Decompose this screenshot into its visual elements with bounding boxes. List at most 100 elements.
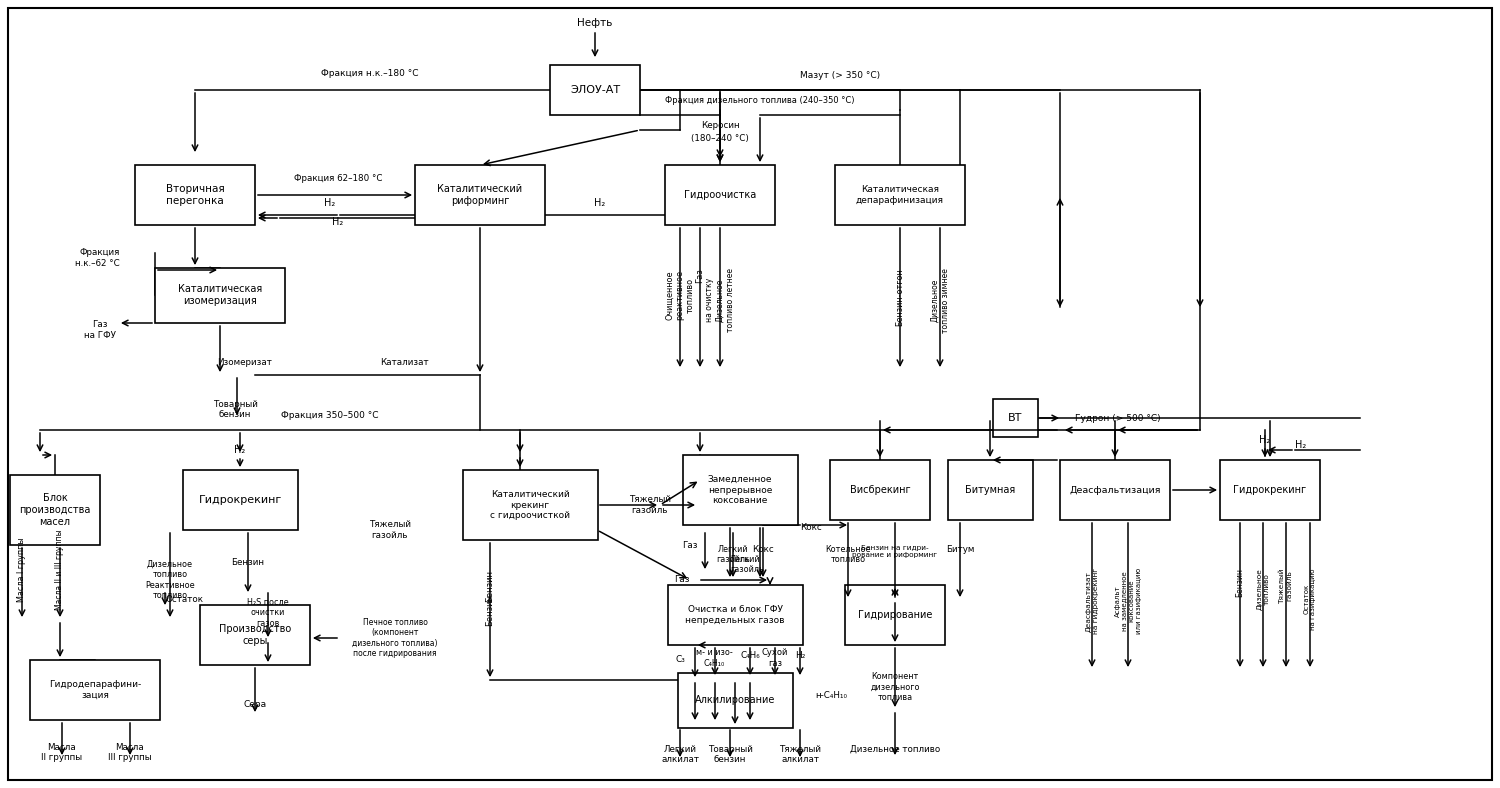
Text: Дизельное
топливо: Дизельное топливо [1257, 568, 1269, 610]
Text: Масла II и III группы: Масла II и III группы [56, 530, 64, 611]
Text: C₄H₆: C₄H₆ [740, 651, 760, 660]
Text: Масла
II группы: Масла II группы [42, 743, 82, 763]
Text: Каталитический
риформинг: Каталитический риформинг [438, 184, 522, 206]
Text: Печное топливо
(компонент
дизельного топлива)
после гидрирования: Печное топливо (компонент дизельного топ… [352, 618, 438, 658]
Text: Фракция 62–180 °С: Фракция 62–180 °С [294, 174, 382, 183]
Text: H₂: H₂ [234, 445, 246, 455]
Text: Блок
производства
масел: Блок производства масел [20, 493, 90, 526]
Text: ВТ: ВТ [1008, 413, 1022, 423]
Text: Каталитическая
депарафинизация: Каталитическая депарафинизация [856, 185, 944, 205]
Bar [844, 585, 945, 645]
Text: Тяжелый
газойль: Тяжелый газойль [1280, 568, 1293, 604]
Text: Дизельное топливо: Дизельное топливо [850, 745, 940, 754]
Text: Газ: Газ [675, 575, 690, 585]
Text: Бензин: Бензин [486, 594, 495, 626]
Text: Алкилирование: Алкилирование [694, 695, 776, 705]
Text: н-C₄H₁₀: н-C₄H₁₀ [815, 690, 848, 700]
Text: Сухой
газ: Сухой газ [762, 649, 788, 667]
Bar [668, 585, 802, 645]
Text: H₂: H₂ [333, 217, 344, 227]
Text: Остаток: Остаток [165, 596, 202, 604]
Bar [135, 165, 255, 225]
Bar [200, 605, 310, 665]
Text: H₂: H₂ [1294, 440, 1306, 450]
Text: Производство
серы: Производство серы [219, 624, 291, 646]
Text: Фракция 350–500 °С: Фракция 350–500 °С [282, 411, 378, 420]
Text: Легкий
газойль: Легкий газойль [716, 545, 750, 564]
Text: Дизельное
топливо зимнее: Дизельное топливо зимнее [930, 268, 950, 333]
Bar [993, 399, 1038, 437]
Text: (180–240 °С): (180–240 °С) [692, 133, 748, 143]
Text: Гидроочистка: Гидроочистка [684, 190, 756, 200]
Text: H₂: H₂ [795, 651, 806, 660]
Text: Вторичная
перегонка: Вторичная перегонка [165, 184, 225, 206]
Text: Газ: Газ [682, 541, 698, 549]
Text: ЭЛОУ-АТ: ЭЛОУ-АТ [570, 85, 620, 95]
Bar [154, 267, 285, 322]
Bar [678, 672, 792, 727]
Text: H₂: H₂ [594, 198, 606, 208]
Text: Фракция н.к.–180 °С: Фракция н.к.–180 °С [321, 69, 419, 78]
Text: Нефть: Нефть [578, 18, 612, 28]
Text: Катализат: Катализат [380, 358, 429, 367]
Text: Замедленное
непрерывное
коксование: Замедленное непрерывное коксование [708, 475, 772, 505]
Text: H₂: H₂ [1260, 435, 1270, 445]
Text: Изомеризат: Изомеризат [217, 358, 273, 367]
Text: Дизельное
топливо
Реактивное
топливо: Дизельное топливо Реактивное топливо [146, 560, 195, 600]
Text: Легкий
газойль: Легкий газойль [730, 555, 764, 574]
Text: Кокс: Кокс [800, 522, 822, 531]
Text: Тяжелый
алкилат: Тяжелый алкилат [778, 745, 820, 764]
Text: Компонент
дизельного
топлива: Компонент дизельного топлива [870, 672, 919, 702]
Bar [830, 460, 930, 520]
Text: C₃: C₃ [675, 656, 686, 664]
Text: Сера: Сера [243, 700, 267, 709]
Text: Тяжелый
газойль: Тяжелый газойль [369, 520, 411, 540]
Text: Масла
III группы: Масла III группы [108, 743, 152, 763]
Text: на очистку
Дизельное
топливо летнее: на очистку Дизельное топливо летнее [705, 268, 735, 332]
Bar [664, 165, 776, 225]
Bar [183, 470, 297, 530]
Text: Газ
на ГФУ: Газ на ГФУ [84, 320, 116, 340]
Bar [550, 65, 640, 115]
Text: Очищенное
реактивное
топливо: Очищенное реактивное топливо [664, 270, 694, 320]
Text: Гидродепарафини-
зация: Гидродепарафини- зация [50, 680, 141, 700]
Text: Очистка и блок ГФУ
непредельных газов: Очистка и блок ГФУ непредельных газов [686, 605, 784, 625]
Text: Деасфальтизация: Деасфальтизация [1070, 485, 1161, 495]
Text: Фракция дизельного топлива (240–350 °С): Фракция дизельного топлива (240–350 °С) [666, 95, 855, 105]
Text: Битумная: Битумная [964, 485, 1016, 495]
Text: Котельное
топливо: Котельное топливо [825, 545, 870, 564]
Text: Бензин: Бензин [486, 570, 495, 602]
Text: Бензин на гидри-
рование и риформинг: Бензин на гидри- рование и риформинг [852, 545, 938, 558]
Bar [462, 470, 597, 540]
Text: Гидрирование: Гидрирование [858, 610, 932, 620]
Text: Деасфальтизат
на гидрокрекинг: Деасфальтизат на гидрокрекинг [1086, 568, 1098, 634]
Text: Товарный
бензин: Товарный бензин [213, 400, 258, 419]
Text: Гидрокрекинг: Гидрокрекинг [198, 495, 282, 505]
Bar [682, 455, 798, 525]
Bar [30, 660, 160, 720]
Text: H₂S после
очистки
газов: H₂S после очистки газов [248, 598, 290, 628]
Text: Висбрекинг: Висбрекинг [849, 485, 910, 495]
Text: Остаток
на газификацию: Остаток на газификацию [1304, 568, 1317, 630]
Text: Масла I группы: Масла I группы [18, 537, 27, 602]
Bar [1220, 460, 1320, 520]
Text: Бензин-отгон: Бензин-отгон [896, 268, 904, 325]
Bar [416, 165, 544, 225]
Text: H₂: H₂ [324, 198, 336, 208]
Text: Керосин: Керосин [700, 121, 740, 129]
Bar [836, 165, 964, 225]
Bar [1060, 460, 1170, 520]
Text: Легкий
алкилат: Легкий алкилат [662, 745, 699, 764]
Text: Тяжелый
газойль: Тяжелый газойль [628, 496, 670, 515]
Text: Фракция
н.к.–62 °С: Фракция н.к.–62 °С [75, 248, 120, 268]
Text: Газ: Газ [696, 268, 705, 283]
Text: Кокс: Кокс [752, 545, 774, 554]
Bar [948, 460, 1032, 520]
Text: Мазут (> 350 °С): Мазут (> 350 °С) [800, 70, 880, 80]
Bar [10, 475, 100, 545]
Text: Каталитическая
изомеризация: Каталитическая изомеризация [178, 284, 262, 306]
Text: м- и изо-
C₄H₁₀: м- и изо- C₄H₁₀ [696, 649, 732, 667]
Text: Гидрокрекинг: Гидрокрекинг [1233, 485, 1306, 495]
Text: Битум: Битум [946, 545, 974, 554]
Text: Товарный
бензин: Товарный бензин [708, 745, 753, 764]
